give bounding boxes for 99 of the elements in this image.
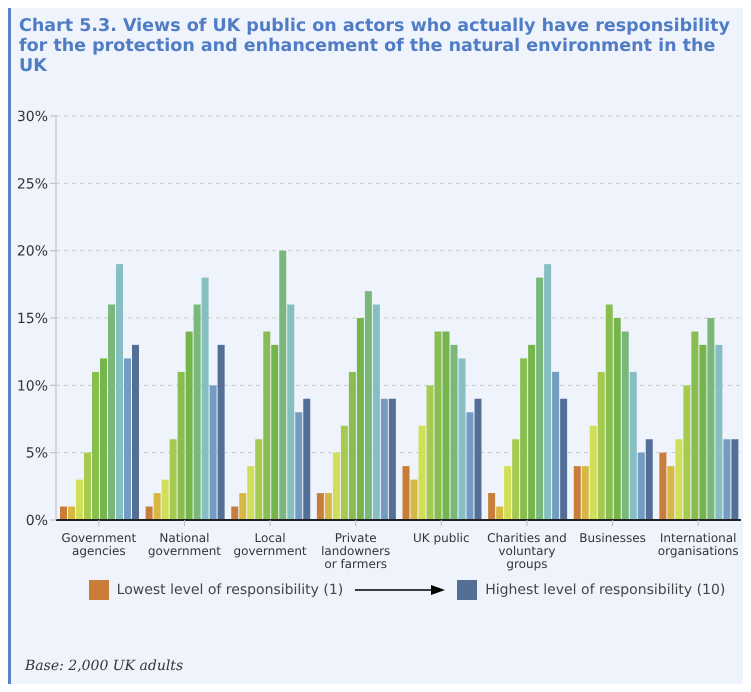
x-tick-label: Private landowners or farmers: [321, 531, 390, 571]
bar: [255, 439, 262, 520]
bar: [178, 372, 185, 520]
bar: [356, 318, 364, 520]
bar: [402, 466, 410, 520]
x-tick-label: National government: [148, 531, 222, 558]
bar: [271, 344, 278, 520]
bar: [520, 358, 528, 520]
bar: [434, 331, 442, 520]
bar: [418, 426, 426, 520]
bar: [388, 398, 396, 520]
bar: [504, 466, 512, 520]
x-tick-label: Charities and voluntary groups: [487, 531, 567, 571]
bar: [552, 372, 560, 520]
bar: [231, 506, 238, 520]
bar: [488, 493, 496, 520]
bar: [162, 480, 169, 520]
bar: [186, 331, 193, 520]
bar: [364, 291, 372, 520]
bar: [247, 466, 254, 520]
text: Base: 2,000 UK adults: [25, 658, 184, 674]
bar: [659, 452, 666, 520]
bar: [348, 372, 356, 520]
bar: [622, 331, 629, 520]
bar: [536, 278, 544, 520]
bar: [170, 439, 177, 520]
bar: [590, 426, 597, 520]
y-tick-label: 20%: [16, 244, 48, 260]
bar: [263, 331, 270, 520]
bar: [582, 466, 589, 520]
bar: [426, 385, 434, 520]
bar: [279, 250, 286, 520]
x-tick-label: Local government: [233, 531, 307, 558]
bar: [76, 480, 83, 520]
bar: [372, 304, 380, 520]
y-tick-label: 10%: [16, 378, 48, 394]
bar: [630, 372, 637, 520]
y-tick-label: 5%: [26, 446, 48, 462]
bar: [410, 480, 418, 520]
bar: [731, 439, 738, 520]
bar: [450, 344, 458, 520]
legend-label: Lowest level of responsibility (1): [116, 582, 344, 598]
legend-label: Highest level of responsibility (10): [485, 582, 726, 598]
bar: [316, 493, 324, 520]
bar: [332, 452, 340, 520]
x-tick-label: International organisations: [658, 531, 739, 558]
bar: [474, 398, 482, 520]
bar: [466, 412, 474, 520]
bar: [528, 344, 536, 520]
bar: [287, 304, 294, 520]
bar: [667, 466, 674, 520]
y-tick-label: 25%: [16, 176, 48, 192]
bar: [638, 452, 645, 520]
bar: [60, 506, 67, 520]
x-tick-label: Government agencies: [61, 531, 137, 558]
bar: [239, 493, 246, 520]
bar: [707, 318, 714, 520]
bar: [544, 264, 552, 520]
bar: [598, 372, 605, 520]
y-tick-label: 30%: [16, 108, 48, 125]
bar: [496, 506, 504, 520]
bar: [84, 452, 91, 520]
bar: [194, 304, 201, 520]
bar: [560, 398, 568, 520]
bar: [458, 358, 466, 520]
bar: [723, 439, 730, 520]
bar: [512, 439, 520, 520]
bar: [303, 398, 310, 520]
bar: [699, 344, 706, 520]
bar: [116, 264, 123, 520]
bar: [154, 493, 161, 520]
bar: [675, 439, 682, 520]
bar: [614, 318, 621, 520]
bar: [715, 344, 722, 520]
bar: [691, 331, 698, 520]
bar: [218, 344, 225, 520]
x-tick-label: Businesses: [579, 531, 646, 545]
bar: [108, 304, 115, 520]
bar: [210, 385, 217, 520]
bar: [683, 385, 690, 520]
bar: [340, 426, 348, 520]
bar: [442, 331, 450, 520]
bar: [132, 344, 139, 520]
x-tick-label: UK public: [413, 531, 470, 545]
y-tick-label: 15%: [16, 310, 48, 327]
bar: [295, 412, 302, 520]
bar: [92, 372, 99, 520]
bar: [324, 493, 332, 520]
bar: [606, 304, 613, 520]
chart-title: Chart 5.3. Views of UK public on actors who actually have responsibility for the protection and enhancement of the natural environment in the UK: [18, 15, 731, 76]
bar: [646, 439, 653, 520]
y-tick-label: 0%: [26, 512, 48, 529]
bar: [146, 506, 153, 520]
bar: [202, 278, 209, 520]
bar: [574, 466, 581, 520]
bar: [124, 358, 131, 520]
bar: [100, 358, 107, 520]
bar: [68, 506, 75, 520]
bar: [380, 398, 388, 520]
